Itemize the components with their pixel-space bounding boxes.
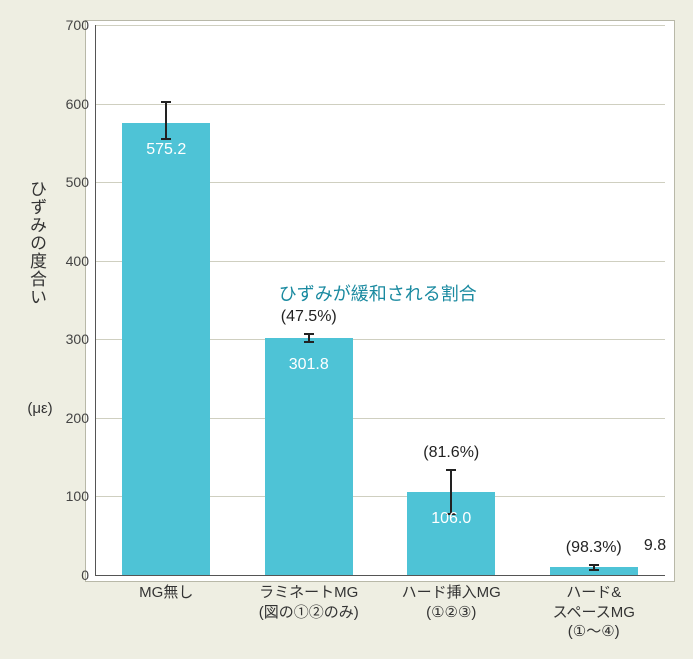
y-axis-label: ひずみの度合い [28, 180, 45, 306]
bar [122, 123, 210, 575]
ytick-label: 500 [66, 174, 95, 190]
bar-value-label: 301.8 [289, 356, 329, 374]
xtick-label: MG無し [139, 575, 193, 603]
y-axis-line [95, 25, 96, 575]
error-bar-cap [589, 564, 599, 566]
annotation-text: ひずみが緩和される割合 [279, 280, 477, 306]
error-bar-cap [446, 469, 456, 471]
ytick-label: 200 [66, 410, 95, 426]
xtick-label: ハード&スペースMG(①～④) [553, 575, 635, 642]
xtick-label: ハード挿入MG(①②③) [402, 575, 501, 622]
ytick-label: 300 [66, 331, 95, 347]
bar-value-label: 575.2 [146, 141, 186, 159]
percentage-label: (98.3%) [566, 539, 622, 557]
percentage-label: (81.6%) [423, 444, 479, 462]
chart-stage: ひずみの度合い (με) 0100200300400500600700575.2… [0, 0, 693, 659]
error-bar-cap [161, 101, 171, 103]
y-axis-unit: (με) [18, 400, 62, 417]
bar-value-label: 9.8 [644, 537, 666, 555]
gridline [95, 25, 665, 26]
error-bar-cap [304, 341, 314, 343]
ytick-label: 600 [66, 96, 95, 112]
xtick-label: ラミネートMG(図の①②のみ) [259, 575, 359, 622]
ytick-label: 0 [81, 567, 95, 583]
ytick-label: 100 [66, 488, 95, 504]
error-bar [450, 470, 452, 514]
error-bar-cap [304, 333, 314, 335]
plot-area: 0100200300400500600700575.2MG無し301.8(47.… [95, 25, 665, 575]
ytick-label: 400 [66, 253, 95, 269]
error-bar-cap [161, 138, 171, 140]
bar-value-label: 106.0 [431, 510, 471, 528]
error-bar-cap [589, 569, 599, 571]
error-bar [165, 102, 167, 139]
ytick-label: 700 [66, 17, 95, 33]
percentage-label: (47.5%) [281, 308, 337, 326]
gridline [95, 104, 665, 105]
